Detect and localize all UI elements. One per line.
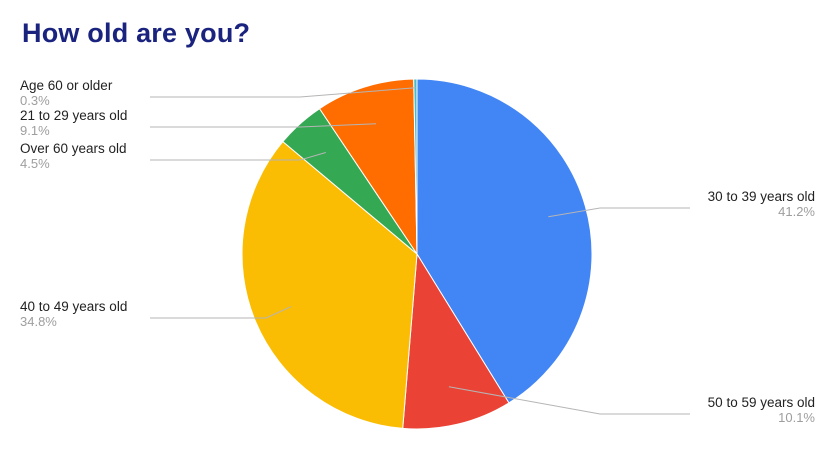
slice-value-40-to-49-years-old: 34.8%	[20, 314, 57, 329]
slice-label-30-to-39-years-old: 30 to 39 years old	[708, 189, 815, 204]
leader-line-50-to-59-years-old	[448, 386, 690, 415]
pie-slice-age-60-or-older	[413, 78, 418, 255]
slice-label-50-to-59-years-old: 50 to 59 years old	[708, 395, 815, 410]
slice-value-50-to-59-years-old: 10.1%	[778, 410, 815, 425]
pie-slice-21-to-29-years-old	[318, 78, 418, 256]
slice-value-30-to-39-years-old: 41.2%	[778, 204, 815, 219]
pie-slices	[241, 78, 593, 430]
pie-slice-30-to-39-years-old	[416, 78, 593, 404]
leader-line-age-60-or-older	[150, 87, 416, 98]
pie-slice-40-to-49-years-old	[241, 140, 418, 429]
pie-slice-50-to-59-years-old	[402, 252, 510, 430]
leader-line-21-to-29-years-old	[150, 123, 377, 128]
slice-label-21-to-29-years-old: 21 to 29 years old	[20, 108, 127, 123]
slice-label-age-60-or-older: Age 60 or older	[20, 78, 113, 93]
slice-label-40-to-49-years-old: 40 to 49 years old	[20, 299, 127, 314]
leader-line-over-60-years-old	[150, 152, 326, 161]
slice-value-over-60-years-old: 4.5%	[20, 156, 50, 171]
slice-value-age-60-or-older: 0.3%	[20, 93, 50, 108]
slice-label-over-60-years-old: Over 60 years old	[20, 141, 127, 156]
leader-line-40-to-49-years-old	[150, 306, 292, 319]
leader-line-30-to-39-years-old	[548, 207, 690, 218]
slice-value-21-to-29-years-old: 9.1%	[20, 123, 50, 138]
chart-title: How old are you?	[22, 18, 251, 48]
